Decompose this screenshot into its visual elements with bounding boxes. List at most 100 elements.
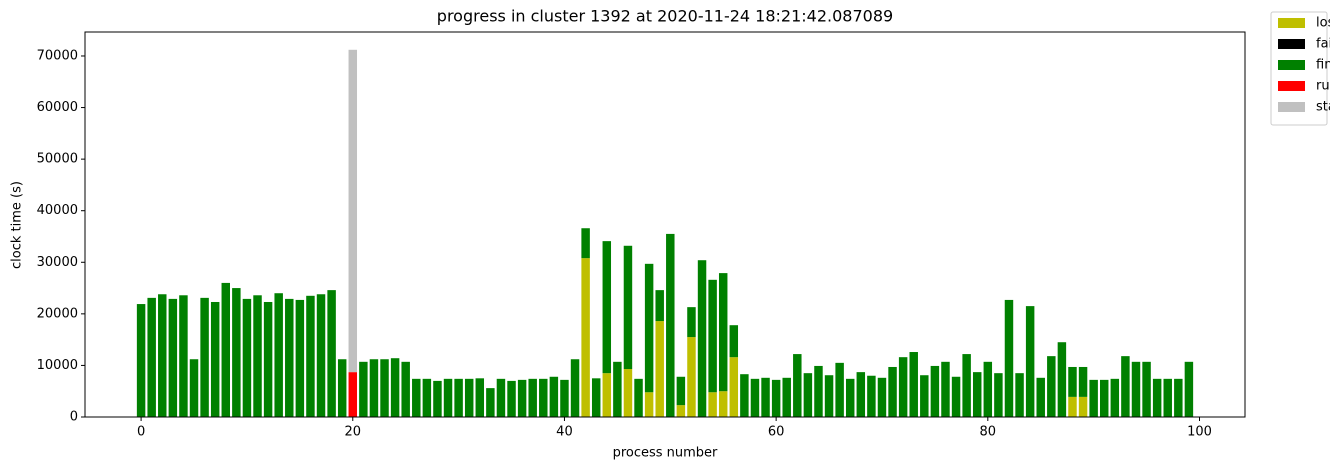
legend-label: stalled (1316, 100, 1330, 115)
x-tick-label: 100 (1187, 425, 1212, 440)
bar (676, 376, 686, 406)
legend-label: running (1316, 79, 1330, 94)
bar (1152, 378, 1162, 417)
bar (782, 377, 791, 417)
bar (433, 380, 442, 417)
bar (602, 241, 612, 374)
bar (369, 359, 379, 417)
bar (655, 290, 664, 322)
bar (327, 290, 336, 417)
bar (454, 378, 463, 417)
y-tick-label: 30000 (37, 255, 78, 270)
bar (422, 378, 432, 417)
bar (845, 378, 855, 417)
bar (803, 373, 813, 417)
bar (496, 378, 506, 417)
bar (581, 258, 590, 417)
bar (1057, 342, 1067, 417)
bar (729, 325, 739, 358)
bar (549, 376, 559, 417)
bar (687, 337, 696, 417)
bar (1100, 379, 1109, 417)
bar (602, 373, 612, 417)
bar (263, 301, 273, 417)
bar (274, 293, 283, 417)
bar (1036, 377, 1045, 417)
bar (888, 366, 897, 417)
bar (613, 361, 622, 417)
bar (718, 391, 728, 417)
x-axis-label: process number (613, 446, 718, 461)
bar (972, 372, 982, 417)
bar (486, 388, 495, 417)
y-tick-label: 40000 (37, 203, 78, 218)
bar (718, 273, 728, 392)
bar (1142, 361, 1151, 417)
x-tick-label: 20 (345, 425, 362, 440)
bar (1047, 356, 1056, 417)
bar (210, 301, 220, 417)
bar (295, 299, 305, 417)
bar (136, 304, 146, 417)
bar (507, 380, 516, 417)
bar (793, 354, 802, 417)
bar (644, 392, 654, 417)
bar (983, 361, 993, 417)
legend-swatch (1278, 102, 1305, 112)
y-tick-label: 60000 (37, 100, 78, 115)
legend-label: finished (1316, 58, 1330, 73)
bar (909, 352, 918, 417)
bar (644, 263, 654, 393)
x-tick-label: 40 (556, 425, 573, 440)
legend-swatch (1278, 39, 1305, 49)
y-tick-label: 20000 (37, 306, 78, 321)
bar (232, 288, 241, 417)
bar (517, 379, 527, 417)
bar (464, 378, 474, 417)
bar (253, 295, 262, 417)
bar (920, 375, 929, 417)
bar (179, 295, 188, 417)
bar (962, 354, 971, 417)
bar (655, 321, 664, 417)
bar (898, 357, 908, 417)
bar (1131, 361, 1141, 417)
bar (337, 359, 347, 417)
bar (994, 373, 1003, 417)
bar (1068, 366, 1077, 397)
bar (1068, 396, 1077, 417)
bar (539, 378, 548, 417)
bar (623, 369, 633, 417)
x-tick-label: 80 (980, 425, 997, 440)
bar (1110, 378, 1120, 417)
chart-title: progress in cluster 1392 at 2020-11-24 1… (437, 7, 893, 26)
legend-label: failed (1316, 37, 1330, 52)
bar (750, 378, 760, 417)
bar (814, 365, 823, 417)
y-tick-label: 10000 (37, 358, 78, 373)
y-tick-label: 70000 (37, 48, 78, 63)
bar (666, 233, 675, 417)
bar (761, 377, 770, 417)
bar (380, 359, 389, 417)
bar (1121, 356, 1130, 417)
bar (856, 372, 866, 417)
bar (306, 295, 315, 417)
y-axis-label: clock time (s) (10, 181, 25, 269)
bar (443, 378, 453, 417)
bar (560, 379, 569, 417)
bar (359, 361, 368, 417)
bar (348, 49, 358, 373)
bar (348, 372, 358, 417)
bar (824, 375, 834, 417)
bar (1174, 378, 1183, 417)
bar (1163, 378, 1172, 417)
bar (475, 378, 485, 417)
legend-swatch (1278, 18, 1305, 28)
bar (412, 378, 421, 417)
bar (1078, 396, 1088, 417)
bar (316, 294, 326, 417)
bar (242, 298, 252, 417)
bar (221, 282, 230, 417)
